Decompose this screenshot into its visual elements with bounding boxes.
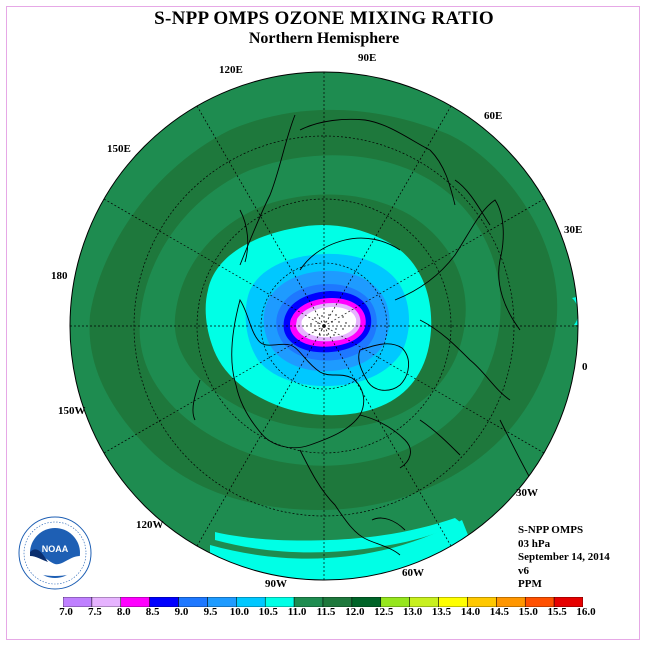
- coastlines: [192, 114, 531, 556]
- color-bar-tick-label: 7.5: [88, 606, 102, 618]
- lon-label-120e: 120E: [219, 64, 243, 76]
- figure-frame: [6, 6, 640, 640]
- lon-label-180: 180: [51, 270, 68, 282]
- color-bar-tick-label: 16.0: [576, 606, 596, 618]
- svg-text:NOAA: NOAA: [42, 544, 69, 554]
- color-bar-tick-label: 12.0: [345, 606, 365, 618]
- color-bar-tick-label: 7.0: [59, 606, 73, 618]
- color-bar-tick-label: 8.5: [145, 606, 160, 618]
- lon-label-90w: 90W: [265, 578, 287, 590]
- color-bar-tick-label: 14.0: [460, 606, 481, 618]
- info-units: PPM: [518, 578, 542, 590]
- graticule: [70, 72, 578, 580]
- color-bar-tick-label: 15.0: [518, 606, 538, 618]
- lon-label-30w: 30W: [516, 487, 538, 499]
- color-bar-labels: 7.0 7.5 8.0 8.5 9.0 9.5 10.0 10.5 11.0 11.5 12.0 12…: [0, 606, 648, 620]
- color-bar-tick-label: 11.0: [287, 606, 307, 618]
- map-subtitle: Northern Hemisphere: [248, 30, 400, 47]
- info-level: 03 hPa: [518, 537, 551, 550]
- color-bar-tick-label: 8.0: [116, 606, 131, 618]
- info-block: S-NPP OMPS 03 hPa September 14, 2014 v6 …: [518, 524, 610, 592]
- color-bar-tick-label: 15.5: [547, 606, 567, 618]
- lon-label-150e: 150E: [107, 143, 131, 155]
- lon-label-60e: 60E: [484, 110, 502, 122]
- info-instrument: S-NPP OMPS: [518, 524, 584, 536]
- map-title: S-NPP OMPS OZONE MIXING RATIO: [154, 8, 494, 29]
- info-date: September 14, 2014: [518, 551, 610, 563]
- lon-label-30e: 30E: [564, 224, 582, 236]
- lon-label-120w: 120W: [136, 519, 164, 531]
- noaa-logo-icon: NOAA: [18, 516, 92, 590]
- lon-label-150w: 150W: [58, 405, 86, 417]
- info-version: v6: [518, 564, 529, 577]
- map-boundary: [69, 71, 579, 581]
- color-bar-tick-label: 14.5: [489, 606, 509, 618]
- color-bar-tick-label: 9.0: [174, 606, 189, 618]
- color-bar-tick-label: 11.5: [316, 606, 336, 618]
- lon-label-60w: 60W: [402, 567, 424, 579]
- color-bar-tick-label: 12.5: [374, 606, 394, 618]
- color-bar: [63, 597, 583, 607]
- field-cyan-bottom: [215, 518, 460, 553]
- color-bar-tick-label: 10.5: [258, 606, 278, 618]
- lon-label-90e: 90E: [358, 52, 376, 64]
- color-bar-tick-label: 13.5: [431, 606, 452, 618]
- lon-label-0: 0: [582, 361, 588, 373]
- color-bar-tick-label: 10.0: [229, 606, 249, 618]
- color-bar-tick-label: 13.0: [403, 606, 423, 618]
- color-bar-tick-label: 9.5: [203, 606, 218, 618]
